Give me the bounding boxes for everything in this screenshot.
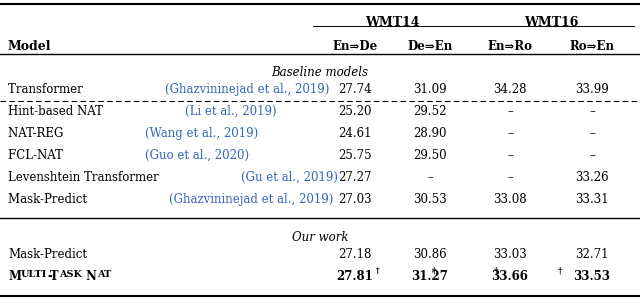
Text: Our work: Our work: [292, 231, 348, 244]
Text: 33.99: 33.99: [575, 83, 609, 96]
Text: 33.26: 33.26: [575, 171, 609, 184]
Text: N: N: [82, 270, 97, 283]
Text: (Wang et al., 2019): (Wang et al., 2019): [145, 127, 259, 140]
Text: †: †: [432, 267, 436, 276]
Text: 27.27: 27.27: [339, 171, 372, 184]
Text: †: †: [557, 267, 562, 276]
Text: 29.50: 29.50: [413, 149, 447, 162]
Text: Transformer: Transformer: [8, 83, 86, 96]
Text: †: †: [493, 267, 498, 276]
Text: 33.03: 33.03: [493, 248, 527, 261]
Text: NAT-REG: NAT-REG: [8, 127, 67, 140]
Text: 31.27: 31.27: [412, 270, 449, 283]
Text: 27.03: 27.03: [338, 193, 372, 206]
Text: 30.86: 30.86: [413, 248, 447, 261]
Text: –: –: [507, 127, 513, 140]
Text: 33.66: 33.66: [492, 270, 529, 283]
Text: De⇒En: De⇒En: [408, 40, 452, 53]
Text: (Li et al., 2019): (Li et al., 2019): [185, 105, 276, 118]
Text: 27.18: 27.18: [339, 248, 372, 261]
Text: 33.08: 33.08: [493, 193, 527, 206]
Text: 28.90: 28.90: [413, 127, 447, 140]
Text: Model: Model: [8, 40, 51, 53]
Text: Levenshtein Transformer: Levenshtein Transformer: [8, 171, 163, 184]
Text: 33.31: 33.31: [575, 193, 609, 206]
Text: M: M: [8, 270, 21, 283]
Text: –: –: [589, 127, 595, 140]
Text: 29.52: 29.52: [413, 105, 447, 118]
Text: 27.74: 27.74: [338, 83, 372, 96]
Text: –: –: [507, 149, 513, 162]
Text: Mask-Predict: Mask-Predict: [8, 248, 87, 261]
Text: WMT16: WMT16: [524, 16, 578, 29]
Text: 30.53: 30.53: [413, 193, 447, 206]
Text: 32.71: 32.71: [575, 248, 609, 261]
Text: En⇒Ro: En⇒Ro: [488, 40, 532, 53]
Text: (Ghazvininejad et al., 2019): (Ghazvininejad et al., 2019): [169, 193, 333, 206]
Text: (Ghazvininejad et al., 2019): (Ghazvininejad et al., 2019): [164, 83, 329, 96]
Text: 25.75: 25.75: [338, 149, 372, 162]
Text: 24.61: 24.61: [339, 127, 372, 140]
Text: ↑: ↑: [374, 267, 381, 276]
Text: WMT14: WMT14: [365, 16, 420, 29]
Text: ASK: ASK: [59, 270, 82, 279]
Text: Hint-based NAT: Hint-based NAT: [8, 105, 107, 118]
Text: –: –: [507, 105, 513, 118]
Text: 34.28: 34.28: [493, 83, 527, 96]
Text: 27.81: 27.81: [337, 270, 373, 283]
Text: (Gu et al., 2019): (Gu et al., 2019): [241, 171, 338, 184]
Text: En⇒De: En⇒De: [332, 40, 378, 53]
Text: –: –: [427, 171, 433, 184]
Text: (Guo et al., 2020): (Guo et al., 2020): [145, 149, 249, 162]
Text: –: –: [589, 149, 595, 162]
Text: 31.09: 31.09: [413, 83, 447, 96]
Text: ULTI: ULTI: [21, 270, 47, 279]
Text: AT: AT: [97, 270, 111, 279]
Text: 33.53: 33.53: [573, 270, 611, 283]
Text: –: –: [507, 171, 513, 184]
Text: -T: -T: [47, 270, 59, 283]
Text: –: –: [589, 105, 595, 118]
Text: FCL-NAT: FCL-NAT: [8, 149, 67, 162]
Text: Baseline models: Baseline models: [271, 66, 369, 79]
Text: Ro⇒En: Ro⇒En: [570, 40, 614, 53]
Text: 25.20: 25.20: [339, 105, 372, 118]
Text: Mask-Predict: Mask-Predict: [8, 193, 91, 206]
